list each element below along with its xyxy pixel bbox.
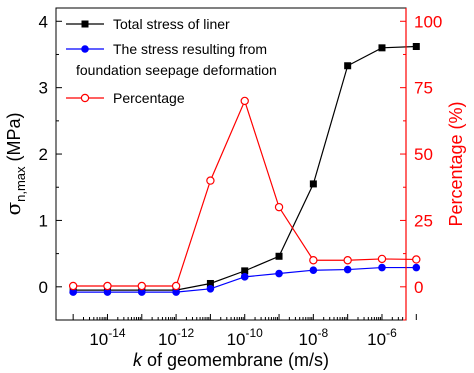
data-point-percentage	[377, 254, 387, 264]
y-left-tick-label: 0	[39, 278, 48, 297]
legend-label-2: Percentage	[113, 90, 185, 106]
data-point-total	[309, 180, 317, 188]
y-right-tick-label: 75	[414, 79, 433, 98]
data-point-seepage	[275, 269, 283, 278]
legend-label-0: Total stress of liner	[113, 16, 230, 32]
data-point-percentage	[137, 281, 146, 291]
x-axis-title: k of geomembrane (m/s)	[133, 350, 329, 370]
y-right-tick-label: 25	[414, 211, 433, 230]
legend-marker-seepage	[81, 45, 89, 53]
data-point-percentage	[240, 96, 249, 106]
x-tick-label: 10-8	[299, 326, 329, 349]
y-left-axis-title: σn,max (MPa)	[1, 112, 28, 215]
data-point-percentage	[68, 281, 78, 291]
data-point-total	[275, 252, 283, 260]
data-point-percentage	[171, 281, 181, 291]
data-point-seepage	[343, 265, 352, 274]
legend-label-1: The stress resulting from	[113, 41, 267, 57]
data-point-seepage	[137, 288, 146, 296]
data-point-total	[378, 44, 386, 52]
data-point-seepage	[412, 263, 421, 272]
data-point-seepage	[309, 266, 318, 275]
series-line-2	[73, 99, 417, 287]
data-point-total	[241, 267, 249, 275]
data-point-percentage	[103, 281, 112, 291]
y-left-tick-label: 2	[39, 145, 48, 164]
x-tick-label: 10-14	[89, 326, 126, 349]
series-layer	[68, 43, 421, 296]
axes-layer: 10-14 10-12 10-10 10-8 10-6 0 1 2 3 4 0 25 50 75 100 k …	[1, 8, 466, 370]
data-point-seepage	[378, 263, 386, 272]
data-point-percentage	[343, 256, 352, 265]
data-point-total	[412, 43, 420, 51]
y-right-tick-label: 50	[414, 145, 433, 164]
data-point-seepage	[240, 273, 249, 281]
legend-marker-percentage	[80, 93, 90, 103]
y-left-tick-label: 1	[39, 211, 48, 230]
data-point-percentage	[274, 202, 284, 212]
legend-marker-total	[81, 20, 89, 28]
x-tick-label: 10-6	[367, 326, 397, 349]
data-point-seepage	[103, 288, 112, 296]
y-right-axis-title: Percentage (%)	[446, 101, 466, 226]
x-tick-label: 10-10	[227, 326, 264, 349]
y-right-tick-label: 0	[414, 278, 423, 297]
series-line-0	[73, 45, 417, 291]
y-left-tick-label: 3	[39, 79, 48, 98]
y-right-tick-label: 100	[414, 12, 442, 31]
data-point-total	[344, 62, 352, 70]
y-left-tick-label: 4	[39, 12, 48, 31]
legend: Total stress of liner The stress resultin…	[66, 16, 277, 106]
data-point-total	[206, 279, 214, 287]
data-point-seepage	[206, 285, 215, 293]
data-point-percentage	[206, 176, 215, 185]
x-tick-label: 10-12	[158, 326, 195, 349]
data-point-seepage	[69, 288, 77, 296]
data-point-percentage	[309, 256, 318, 265]
legend-label-1-line2: foundation seepage deformation	[76, 62, 277, 78]
data-point-percentage	[412, 255, 421, 264]
data-point-seepage	[172, 288, 180, 296]
